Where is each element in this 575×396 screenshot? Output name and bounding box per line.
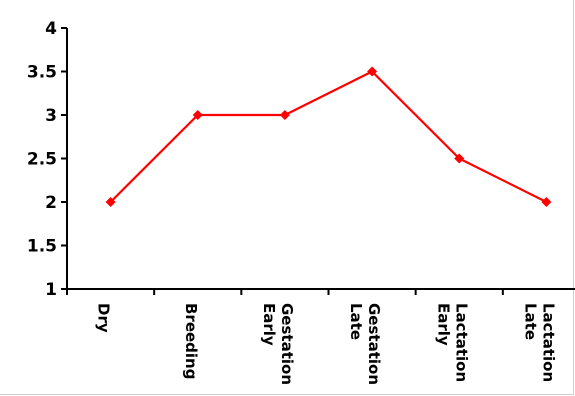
data-point-marker <box>541 197 552 207</box>
data-point-marker <box>367 66 378 77</box>
x-category-label: LateLactation <box>521 303 557 382</box>
x-category-label: Dry <box>95 303 113 333</box>
data-point-marker <box>279 110 290 120</box>
y-tick-label: 2 <box>45 193 57 213</box>
series-line <box>105 66 552 207</box>
data-point-marker <box>454 153 465 164</box>
x-category-label: LateGestation <box>347 303 383 385</box>
chart-axes <box>61 27 575 295</box>
series-line <box>109 70 547 203</box>
y-tick-label: 3.5 <box>27 63 57 83</box>
y-tick-labels: 1 1.5 2 2.5 3 3.5 4 <box>27 19 57 300</box>
y-tick-label: 4 <box>45 19 57 39</box>
x-category-label: EarlyGestation <box>260 303 296 385</box>
y-tick-label: 1 <box>45 280 57 300</box>
data-point-marker <box>192 110 203 120</box>
x-category-label: Breeding <box>182 303 200 379</box>
y-tick-label: 3 <box>45 106 57 126</box>
data-point-marker <box>105 197 116 207</box>
x-category-labels: Dry Breeding EarlyGestation LateGestation Ea… <box>95 303 558 385</box>
y-tick-label: 2.5 <box>27 150 57 170</box>
y-tick-label: 1.5 <box>27 237 57 257</box>
x-category-label: EarlyLactation <box>434 303 470 382</box>
